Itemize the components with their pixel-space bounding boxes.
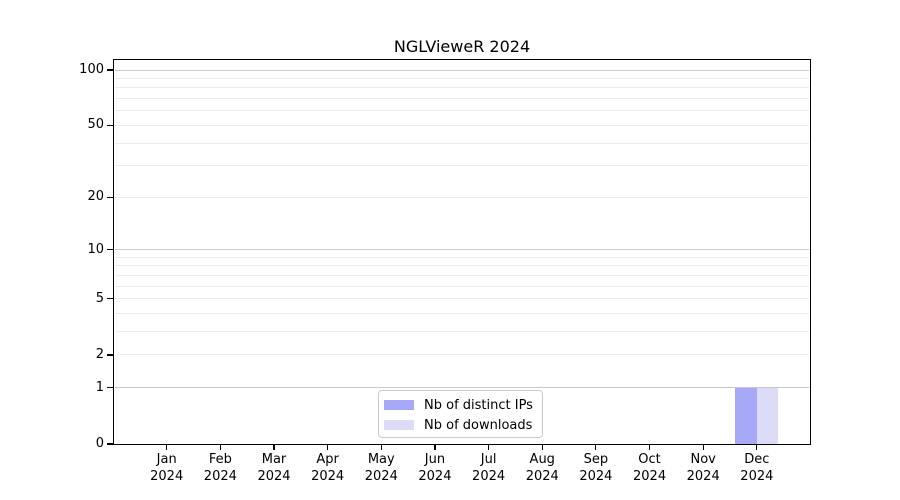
x-tick-month: Aug [529,452,555,467]
x-tick-label-mar: Mar 2024 [242,451,306,485]
gridline-major [115,249,809,251]
gridline-minor [115,87,809,89]
x-tick-year: 2024 [203,469,237,484]
x-tick-month: Dec [744,452,770,467]
y-tick-label: 2 [95,346,104,362]
x-tick-year: 2024 [686,469,720,484]
x-tick-mark [380,445,382,450]
x-tick-month: Mar [261,452,287,467]
legend-item-distinct-ips: Nb of distinct IPs [384,395,542,415]
x-tick-year: 2024 [633,469,667,484]
gridline-major [115,387,809,389]
y-tick-mark [107,298,114,300]
legend-swatch-downloads [384,420,414,430]
gridline-minor [115,256,809,258]
x-tick-label-oct: Oct 2024 [618,451,682,485]
x-tick-year: 2024 [472,469,506,484]
y-tick-label: 100 [79,62,104,77]
x-tick-label-dec: Dec 2024 [725,451,789,485]
x-tick-mark [595,445,597,450]
y-tick-mark [107,249,114,251]
gridline-minor [115,142,809,144]
y-tick-label: 50 [87,117,104,133]
y-tick-mark [107,124,114,126]
x-tick-label-apr: Apr 2024 [296,451,360,485]
gridline-minor [115,354,809,356]
legend-label-distinct-ips: Nb of distinct IPs [424,397,533,413]
gridline-minor [115,274,809,276]
y-tick-label: 10 [87,241,104,257]
gridline-minor [115,265,809,267]
gridline-minor [115,110,809,112]
x-tick-year: 2024 [150,469,184,484]
x-tick-year: 2024 [364,469,398,484]
x-tick-label-jan: Jan 2024 [135,451,199,485]
x-tick-year: 2024 [311,469,345,484]
x-tick-year: 2024 [525,469,559,484]
gridline-minor [115,285,809,287]
x-tick-mark [648,445,651,450]
x-tick-mark [219,445,221,450]
x-tick-mark [327,445,329,450]
x-tick-mark [756,445,758,450]
x-tick-label-sep: Sep 2024 [564,451,628,485]
legend-label-downloads: Nb of downloads [424,417,533,433]
x-tick-month: Jul [480,452,497,467]
x-tick-year: 2024 [418,469,452,484]
x-tick-month: Jan [156,452,177,467]
y-tick-label: 0 [95,436,104,451]
x-tick-month: Apr [316,452,339,467]
chart-legend: Nb of distinct IPs Nb of downloads [378,390,543,438]
y-tick-mark [107,387,114,389]
y-tick-mark [107,354,114,356]
x-tick-month: Oct [638,452,661,467]
x-tick-mark [488,445,490,450]
x-tick-mark [273,445,275,450]
y-tick-label: 20 [87,189,104,205]
gridline-minor [115,98,809,100]
bar-dec-distinct-ips [735,387,757,444]
gridline-major [115,69,809,71]
y-tick-mark [107,196,114,198]
gridline-minor [115,313,809,315]
x-tick-label-jul: Jul 2024 [457,451,521,485]
x-tick-label-nov: Nov 2024 [671,451,735,485]
x-tick-label-feb: Feb 2024 [188,451,252,485]
y-tick-mark [107,69,114,71]
bar-dec-downloads [756,387,779,444]
x-tick-label-jun: Jun 2024 [403,451,467,485]
x-tick-mark [541,445,543,450]
y-tick-label: 5 [95,290,104,306]
x-tick-label-may: May 2024 [349,451,413,485]
gridline-minor [115,77,809,79]
x-tick-month: Sep [583,452,609,467]
gridline-minor [115,298,809,300]
x-tick-mark [434,445,436,450]
gridline-minor [115,196,809,198]
gridline-minor [115,165,809,167]
x-tick-mark [166,445,168,450]
x-tick-month: Nov [690,452,716,467]
legend-item-downloads: Nb of downloads [384,415,542,435]
chart-title: NGLVieweR 2024 [393,37,531,56]
x-tick-mark [702,445,704,450]
legend-swatch-distinct-ips [384,400,414,410]
y-tick-mark [107,443,114,445]
x-tick-label-aug: Aug 2024 [510,451,574,485]
x-tick-month: May [367,452,395,467]
gridline-minor [115,124,809,126]
x-tick-year: 2024 [579,469,613,484]
y-tick-label: 1 [95,379,104,395]
gridline-minor [115,331,809,333]
x-tick-year: 2024 [257,469,291,484]
x-tick-month: Feb [208,452,232,467]
x-tick-month: Jun [424,452,446,467]
x-tick-year: 2024 [740,469,774,484]
